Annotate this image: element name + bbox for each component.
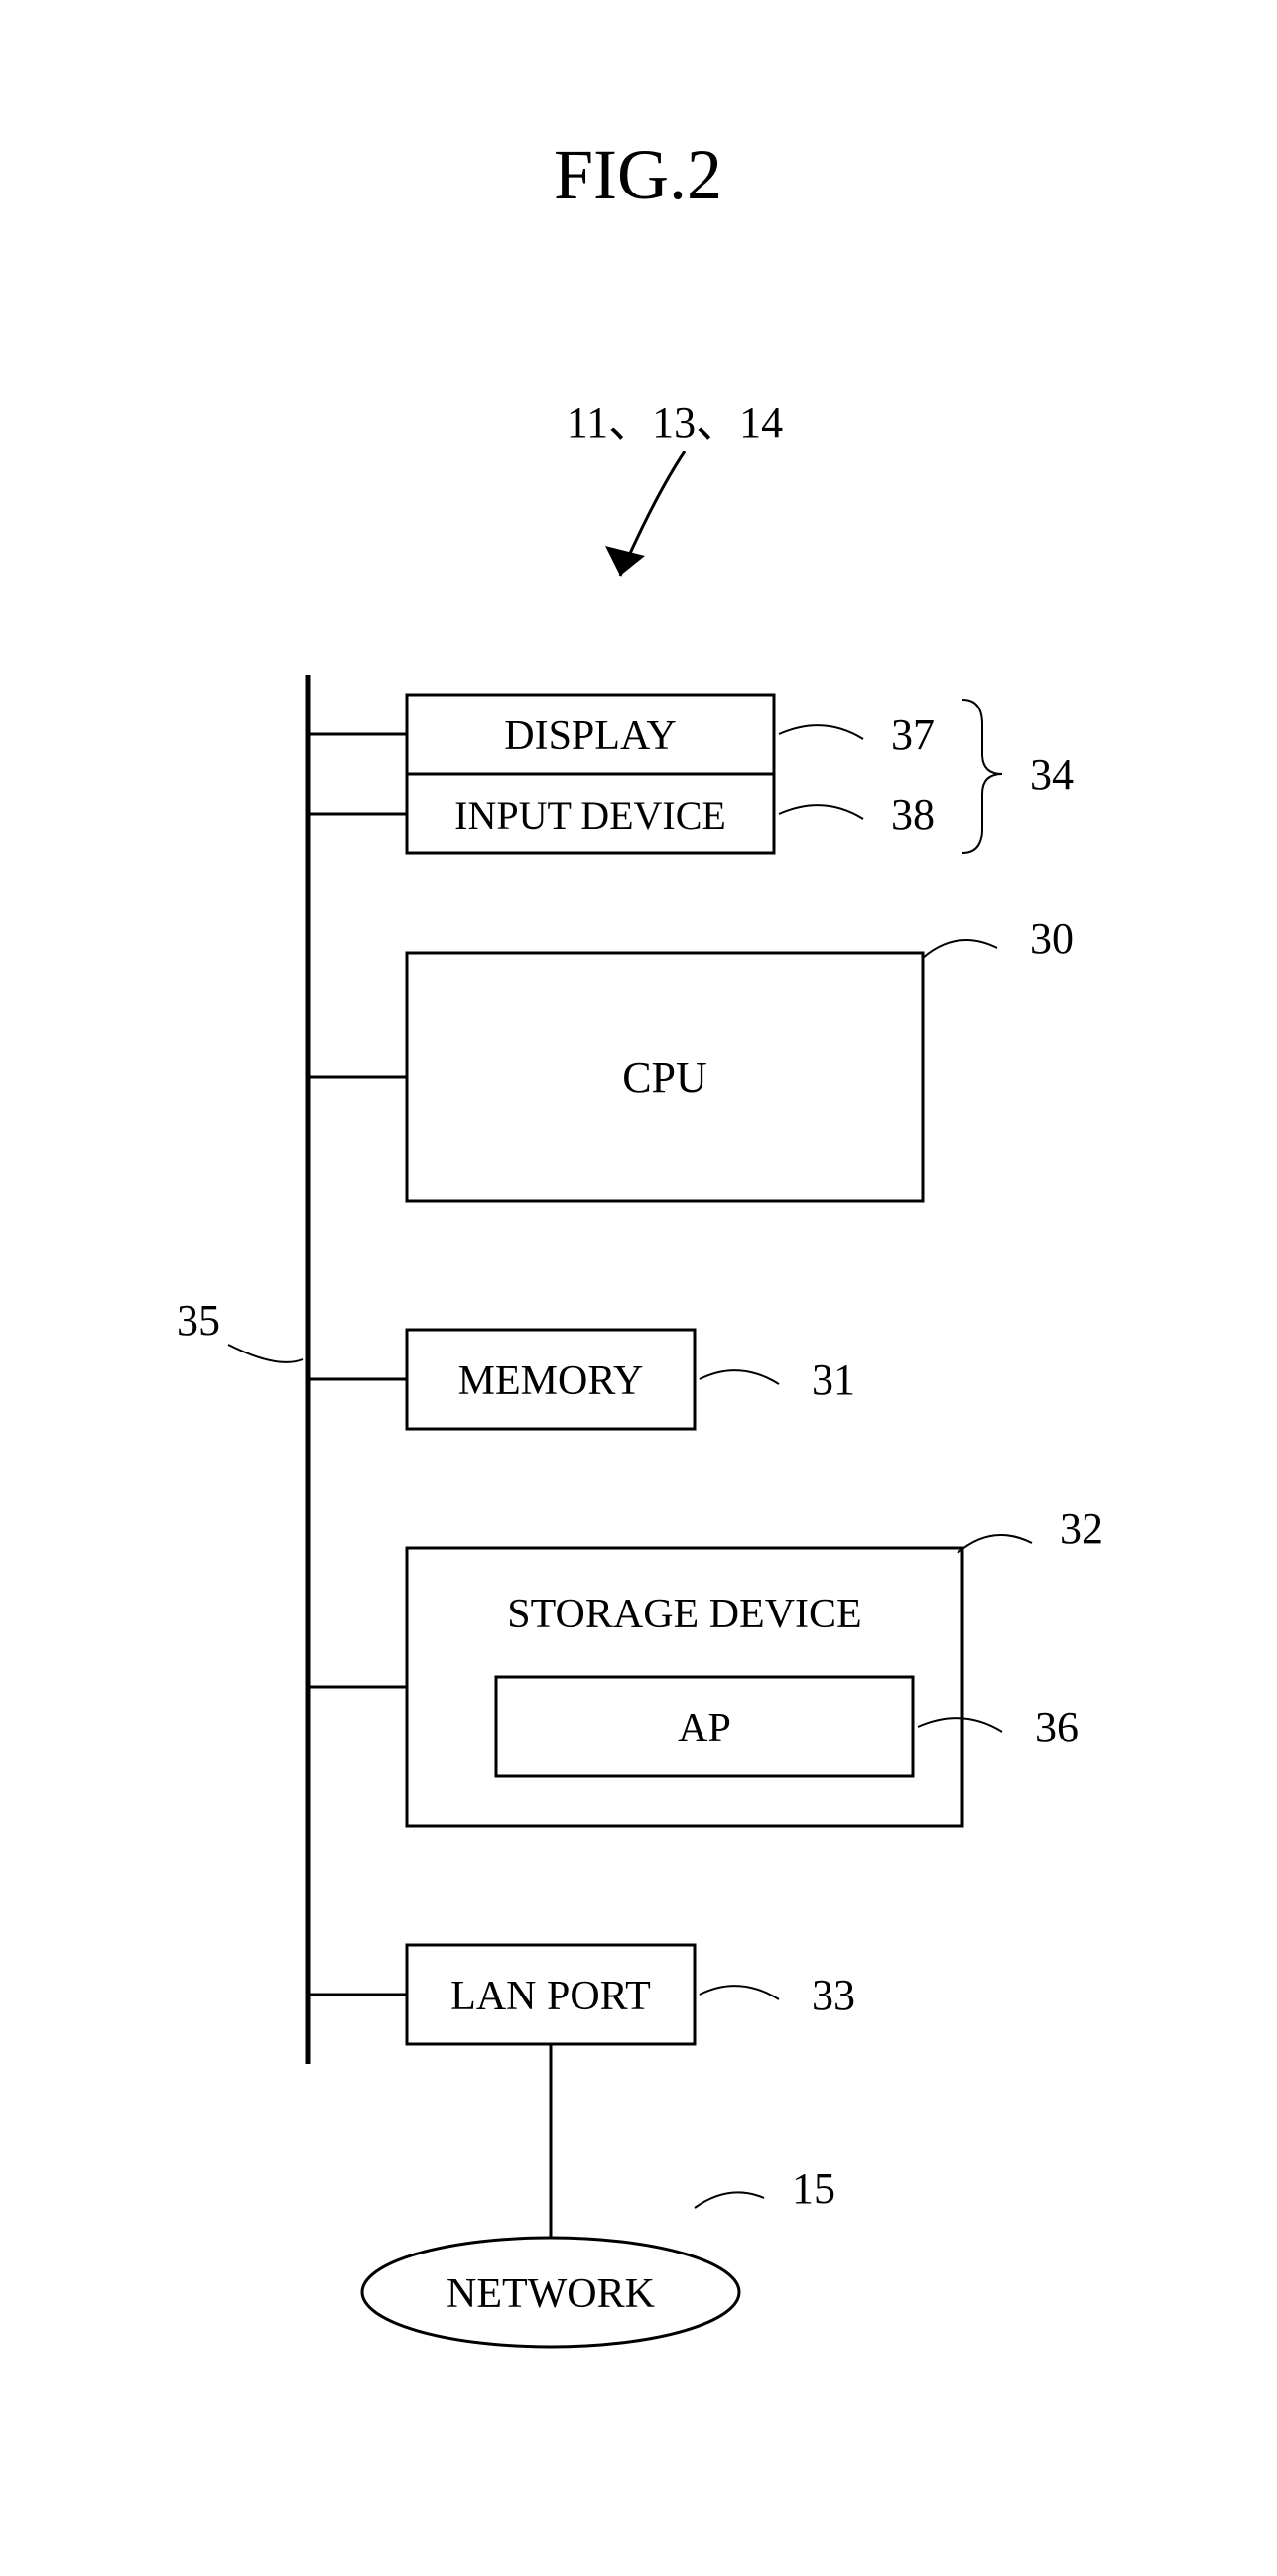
- bus-label: 35: [177, 1296, 220, 1345]
- arrow-label: 11、13、14: [567, 398, 783, 447]
- storage-block: STORAGE DEVICE 32 AP 36: [308, 1504, 1103, 1826]
- lan-port-label: 33: [812, 1971, 855, 2019]
- arrow-down-icon: [605, 451, 685, 576]
- memory-label: 31: [812, 1355, 855, 1404]
- display-block: DISPLAY 37: [308, 695, 935, 774]
- network-label: 15: [792, 2164, 835, 2213]
- group-label: 34: [1030, 750, 1074, 799]
- block-diagram: FIG.2 11、13、14 35 DISPLAY 37 INPUT DEVIC…: [0, 0, 1277, 2576]
- ap-label: 36: [1035, 1703, 1079, 1751]
- leader-35: [228, 1345, 303, 1362]
- display-text: DISPLAY: [504, 713, 677, 759]
- lan-port-block: LAN PORT 33: [308, 1945, 855, 2044]
- cpu-label: 30: [1030, 914, 1074, 963]
- network-block: NETWORK 15: [362, 2164, 835, 2347]
- cpu-text: CPU: [622, 1053, 707, 1101]
- input-device-text: INPUT DEVICE: [454, 793, 726, 837]
- storage-label: 32: [1060, 1504, 1103, 1553]
- input-device-label: 38: [891, 790, 935, 838]
- display-label: 37: [891, 710, 935, 759]
- input-device-block: INPUT DEVICE 38: [308, 774, 935, 853]
- memory-block: MEMORY 31: [308, 1330, 855, 1429]
- ap-text: AP: [678, 1706, 731, 1751]
- memory-text: MEMORY: [458, 1358, 644, 1404]
- storage-text: STORAGE DEVICE: [507, 1592, 861, 1637]
- cpu-block: CPU 30: [308, 914, 1074, 1201]
- lan-port-text: LAN PORT: [450, 1974, 651, 2019]
- network-text: NETWORK: [447, 2271, 655, 2317]
- group-bracket: 34: [962, 700, 1074, 853]
- figure-title: FIG.2: [554, 135, 722, 214]
